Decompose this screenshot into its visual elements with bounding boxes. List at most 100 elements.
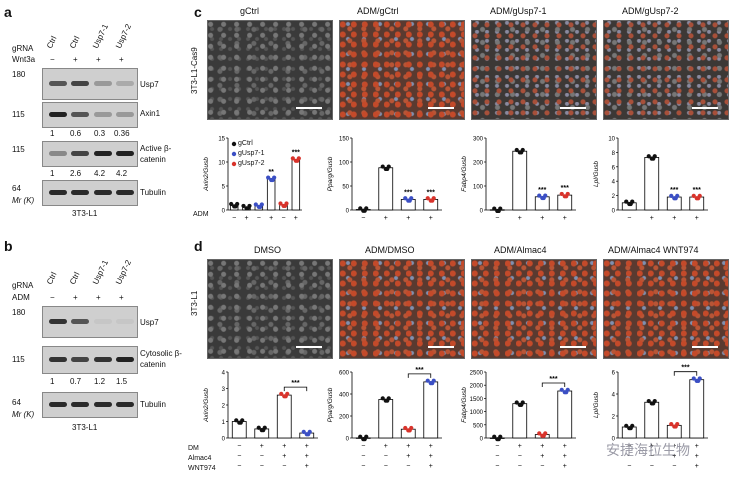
y-axis-label: Axin2/Gusb: [203, 388, 210, 423]
y-tick-label: 6: [612, 371, 616, 377]
y-tick-label: 100: [339, 161, 350, 167]
significance-label: ***: [670, 187, 678, 194]
data-point: [696, 196, 701, 201]
x-category-label: +: [305, 463, 309, 470]
data-point: [691, 193, 696, 198]
y-tick-label: 10: [608, 137, 615, 143]
x-category-label: −: [406, 463, 410, 470]
ratio-value: 4.2: [116, 169, 128, 178]
data-point: [624, 423, 629, 428]
data-point: [362, 208, 367, 213]
y-axis-label: Pparg/Gusb: [327, 156, 334, 191]
y-tick-label: 0: [346, 209, 350, 215]
y-tick-label: 0: [612, 209, 616, 215]
significance-bracket: [407, 373, 432, 378]
x-category-label: −: [361, 453, 365, 460]
y-axis-label: Lpl/Gusb: [593, 161, 600, 187]
data-point: [669, 193, 674, 198]
data-point: [430, 198, 435, 203]
mw-marker: 115: [12, 110, 25, 119]
data-point: [537, 193, 542, 198]
mw-marker: 64: [12, 184, 21, 193]
data-point: [253, 202, 258, 207]
x-category-label: +: [695, 443, 699, 450]
blot-tubulin: [42, 180, 138, 206]
data-point: [270, 177, 275, 183]
significance-label: ***: [538, 187, 546, 194]
y-tick-label: 50: [342, 185, 349, 191]
data-point: [261, 428, 266, 433]
treat-sign: +: [73, 293, 78, 302]
data-point: [496, 208, 501, 214]
data-point: [245, 206, 251, 211]
significance-bracket: [673, 371, 698, 376]
x-category-label: −: [361, 443, 365, 450]
data-point: [385, 166, 390, 172]
y-tick-label: 400: [339, 393, 350, 399]
y-tick-label: 2: [612, 415, 616, 421]
image-title: DMSO: [254, 245, 281, 255]
data-point: [691, 376, 696, 381]
legend-marker: [231, 151, 237, 157]
x-category-label: +: [518, 443, 522, 450]
significance-label: ***: [681, 365, 689, 372]
y-tick-label: 2: [612, 194, 616, 200]
lane-label: Usp7-1: [91, 22, 111, 50]
y-tick-label: 4: [612, 393, 616, 399]
data-point: [492, 206, 497, 211]
y-tick-label: 4: [222, 371, 226, 377]
x-category-label: −: [518, 453, 522, 460]
x-category-label: +: [282, 443, 286, 450]
lane-label: Usp7-1: [91, 258, 111, 286]
y-tick-label: 3: [222, 387, 226, 393]
grna-label: gRNA: [12, 281, 34, 290]
treat-sign: +: [119, 55, 124, 64]
x-category-label: −: [650, 463, 654, 470]
data-point: [492, 434, 497, 439]
panel-c-letter: c: [194, 4, 202, 20]
legend-gctrl: gCtrl: [238, 140, 253, 147]
x-category-label: +: [695, 453, 699, 460]
y-tick-label: 0: [612, 437, 616, 443]
ratio-value: 1.2: [94, 377, 106, 386]
x-category-label: −: [627, 463, 631, 470]
data-point: [425, 378, 430, 383]
micrograph: [207, 259, 333, 359]
data-point: [238, 420, 243, 425]
data-point: [669, 422, 674, 427]
blot-usp7: [42, 68, 138, 100]
y-tick-label: 6: [612, 165, 616, 171]
grna-label: gRNA: [12, 44, 34, 53]
x-category-label: −: [281, 215, 285, 222]
x-category-label: +: [563, 215, 567, 222]
data-point: [646, 154, 651, 159]
y-tick-label: 4: [612, 180, 616, 186]
x-category-label: +: [260, 443, 264, 450]
lane-label: Ctrl: [68, 34, 82, 50]
blot-tubulin: [42, 392, 138, 418]
y-tick-label: 150: [339, 137, 350, 143]
micrograph: [471, 20, 597, 120]
bar: [644, 401, 660, 439]
y-tick-label: 300: [473, 137, 484, 143]
ratio-value: 4.2: [94, 169, 106, 178]
x-category-label: −: [282, 463, 286, 470]
x-category-label: +: [406, 453, 410, 460]
blot-axin1: [42, 102, 138, 128]
cell-line-side-label: 3T3-L1: [190, 290, 199, 316]
data-point: [651, 156, 656, 161]
x-category-label: +: [406, 215, 410, 222]
adm-row-label: ADM: [193, 211, 209, 218]
data-point: [358, 206, 363, 211]
data-point: [541, 195, 546, 201]
data-point: [380, 164, 385, 169]
adm-label: ADM: [12, 293, 30, 302]
y-axis-label: Axin2/Gusb: [203, 157, 210, 192]
bar: [423, 381, 439, 439]
x-category-label: +: [650, 443, 654, 450]
x-category-label: −: [495, 443, 499, 450]
treat-sign: −: [50, 293, 55, 302]
lane-headers: Ctrl Ctrl Usp7-1 Usp7-2: [42, 242, 142, 302]
